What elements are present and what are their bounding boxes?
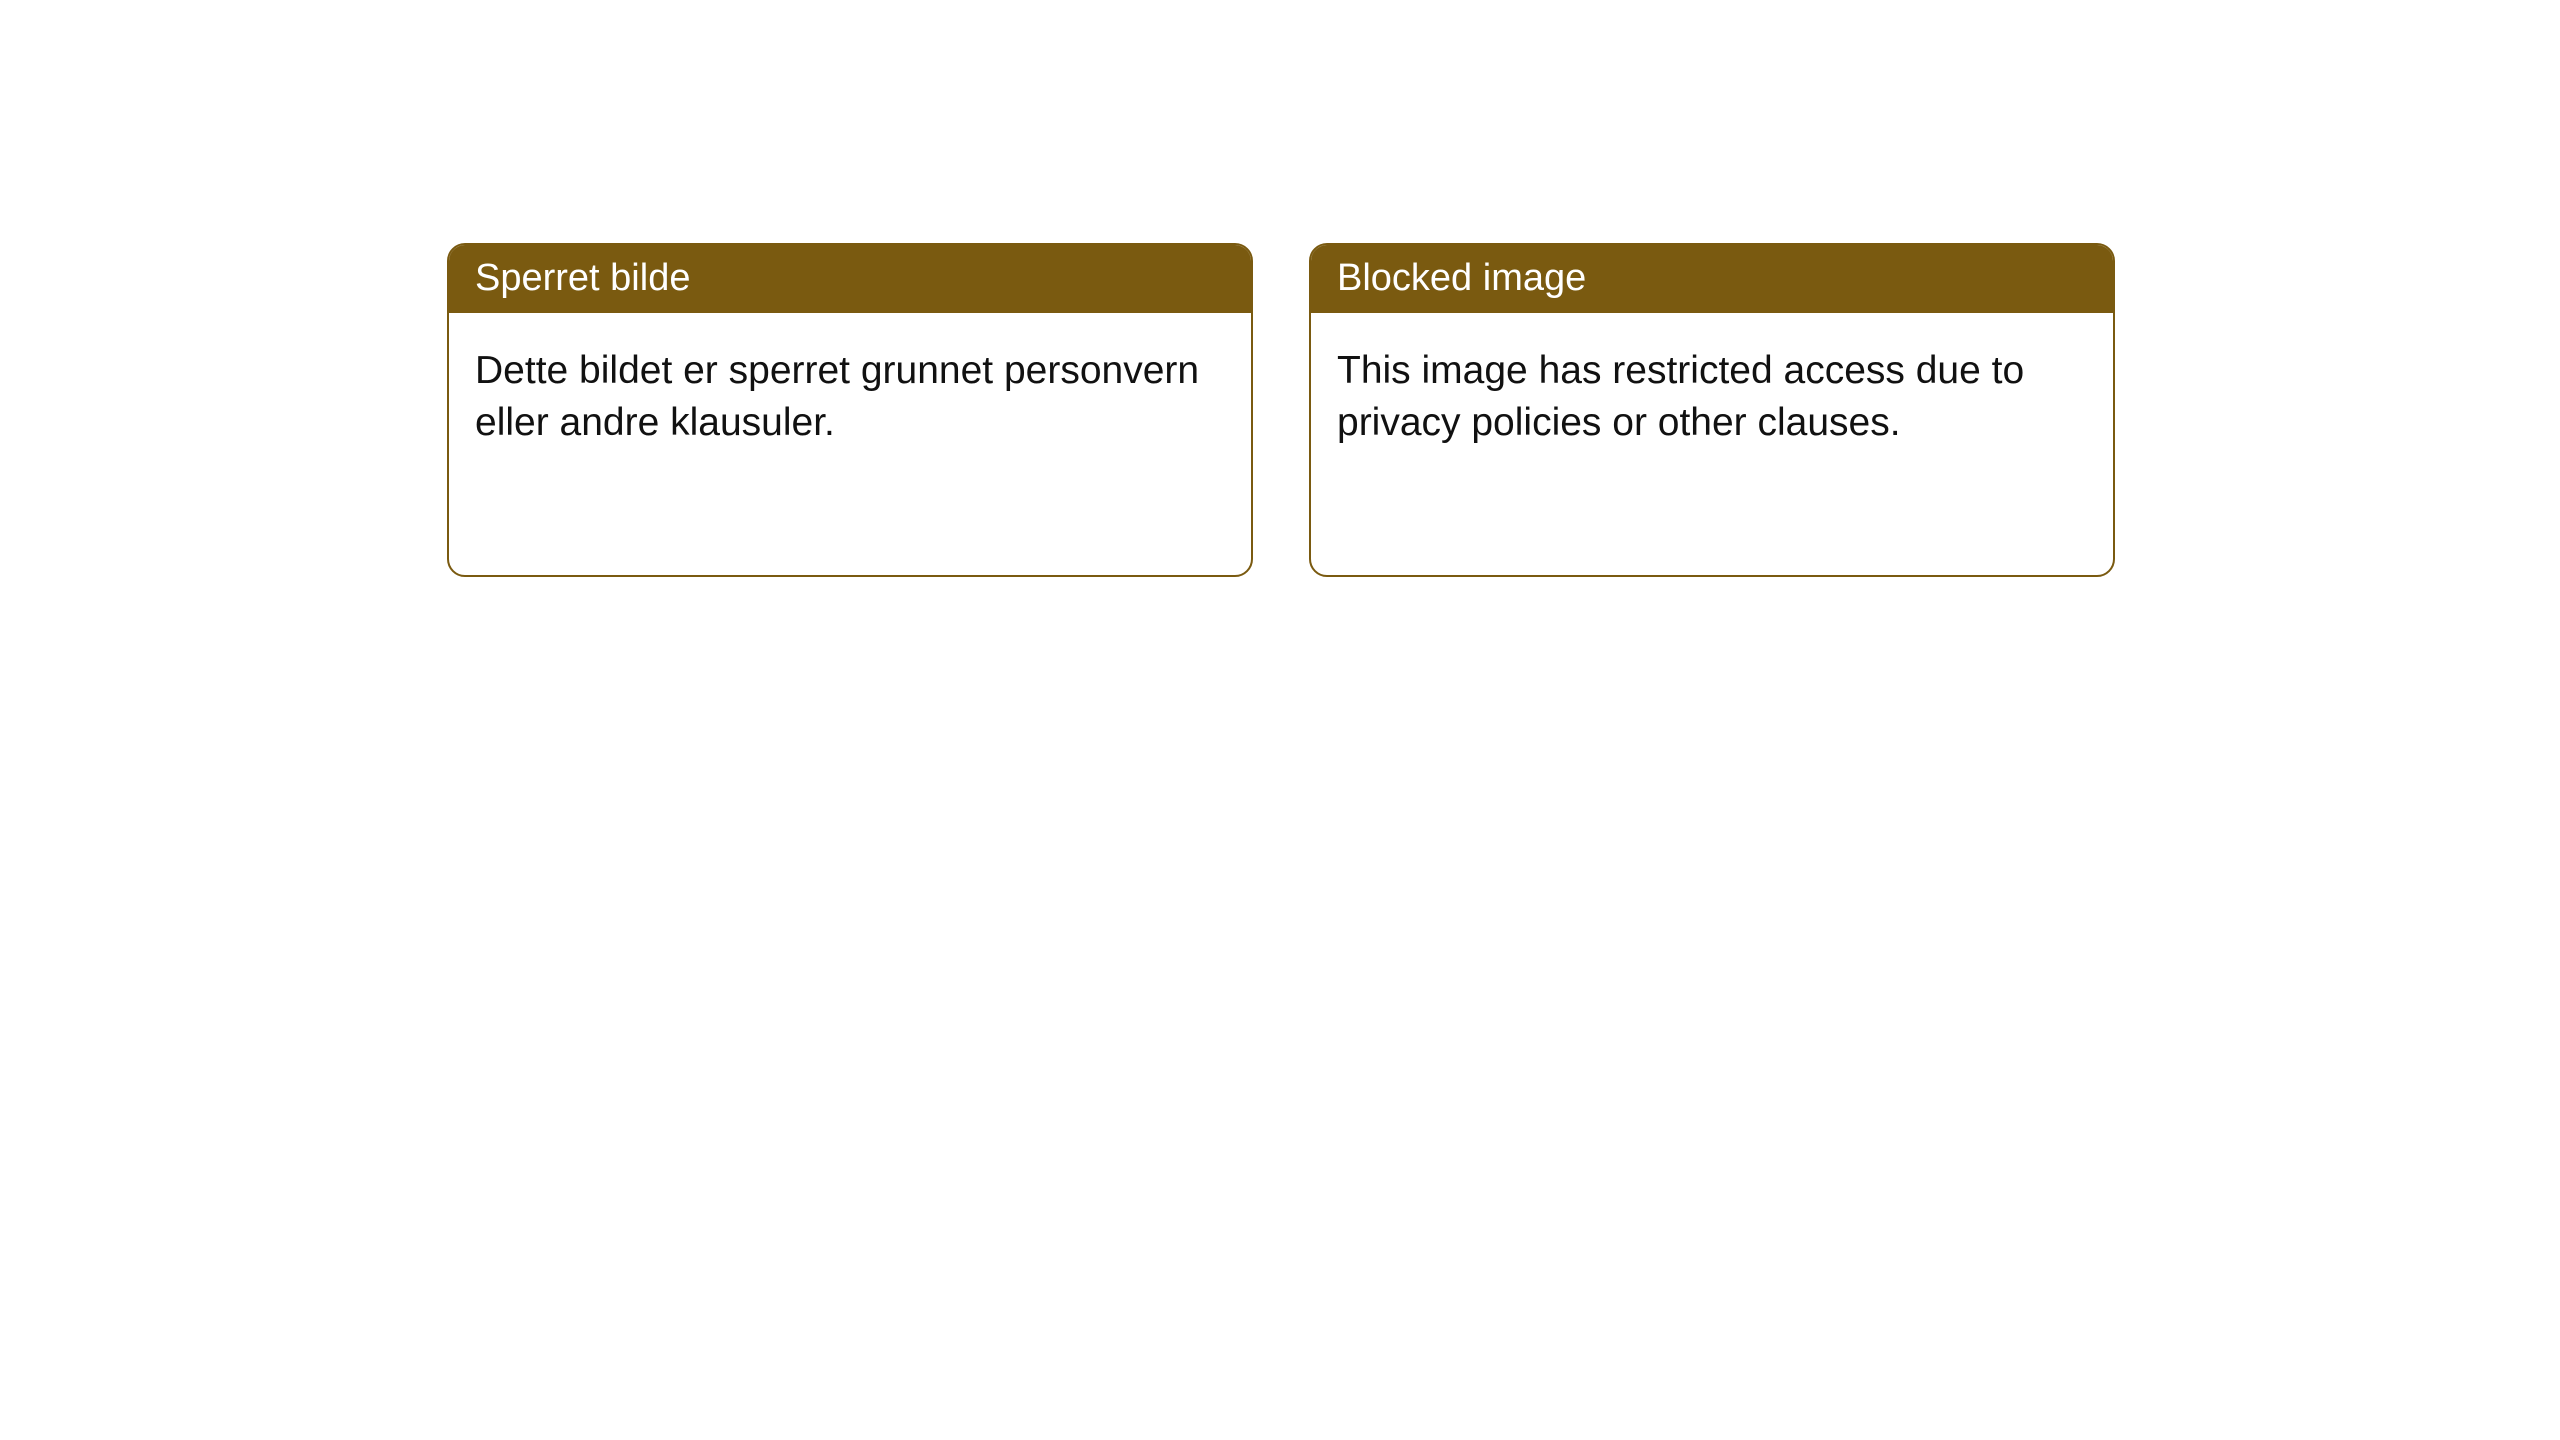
notice-card-body: This image has restricted access due to …: [1311, 313, 2113, 482]
notice-card-english: Blocked image This image has restricted …: [1309, 243, 2115, 577]
notice-container: Sperret bilde Dette bildet er sperret gr…: [0, 0, 2560, 577]
notice-card-title: Blocked image: [1311, 245, 2113, 313]
notice-card-body: Dette bildet er sperret grunnet personve…: [449, 313, 1251, 482]
notice-card-title: Sperret bilde: [449, 245, 1251, 313]
notice-card-norwegian: Sperret bilde Dette bildet er sperret gr…: [447, 243, 1253, 577]
